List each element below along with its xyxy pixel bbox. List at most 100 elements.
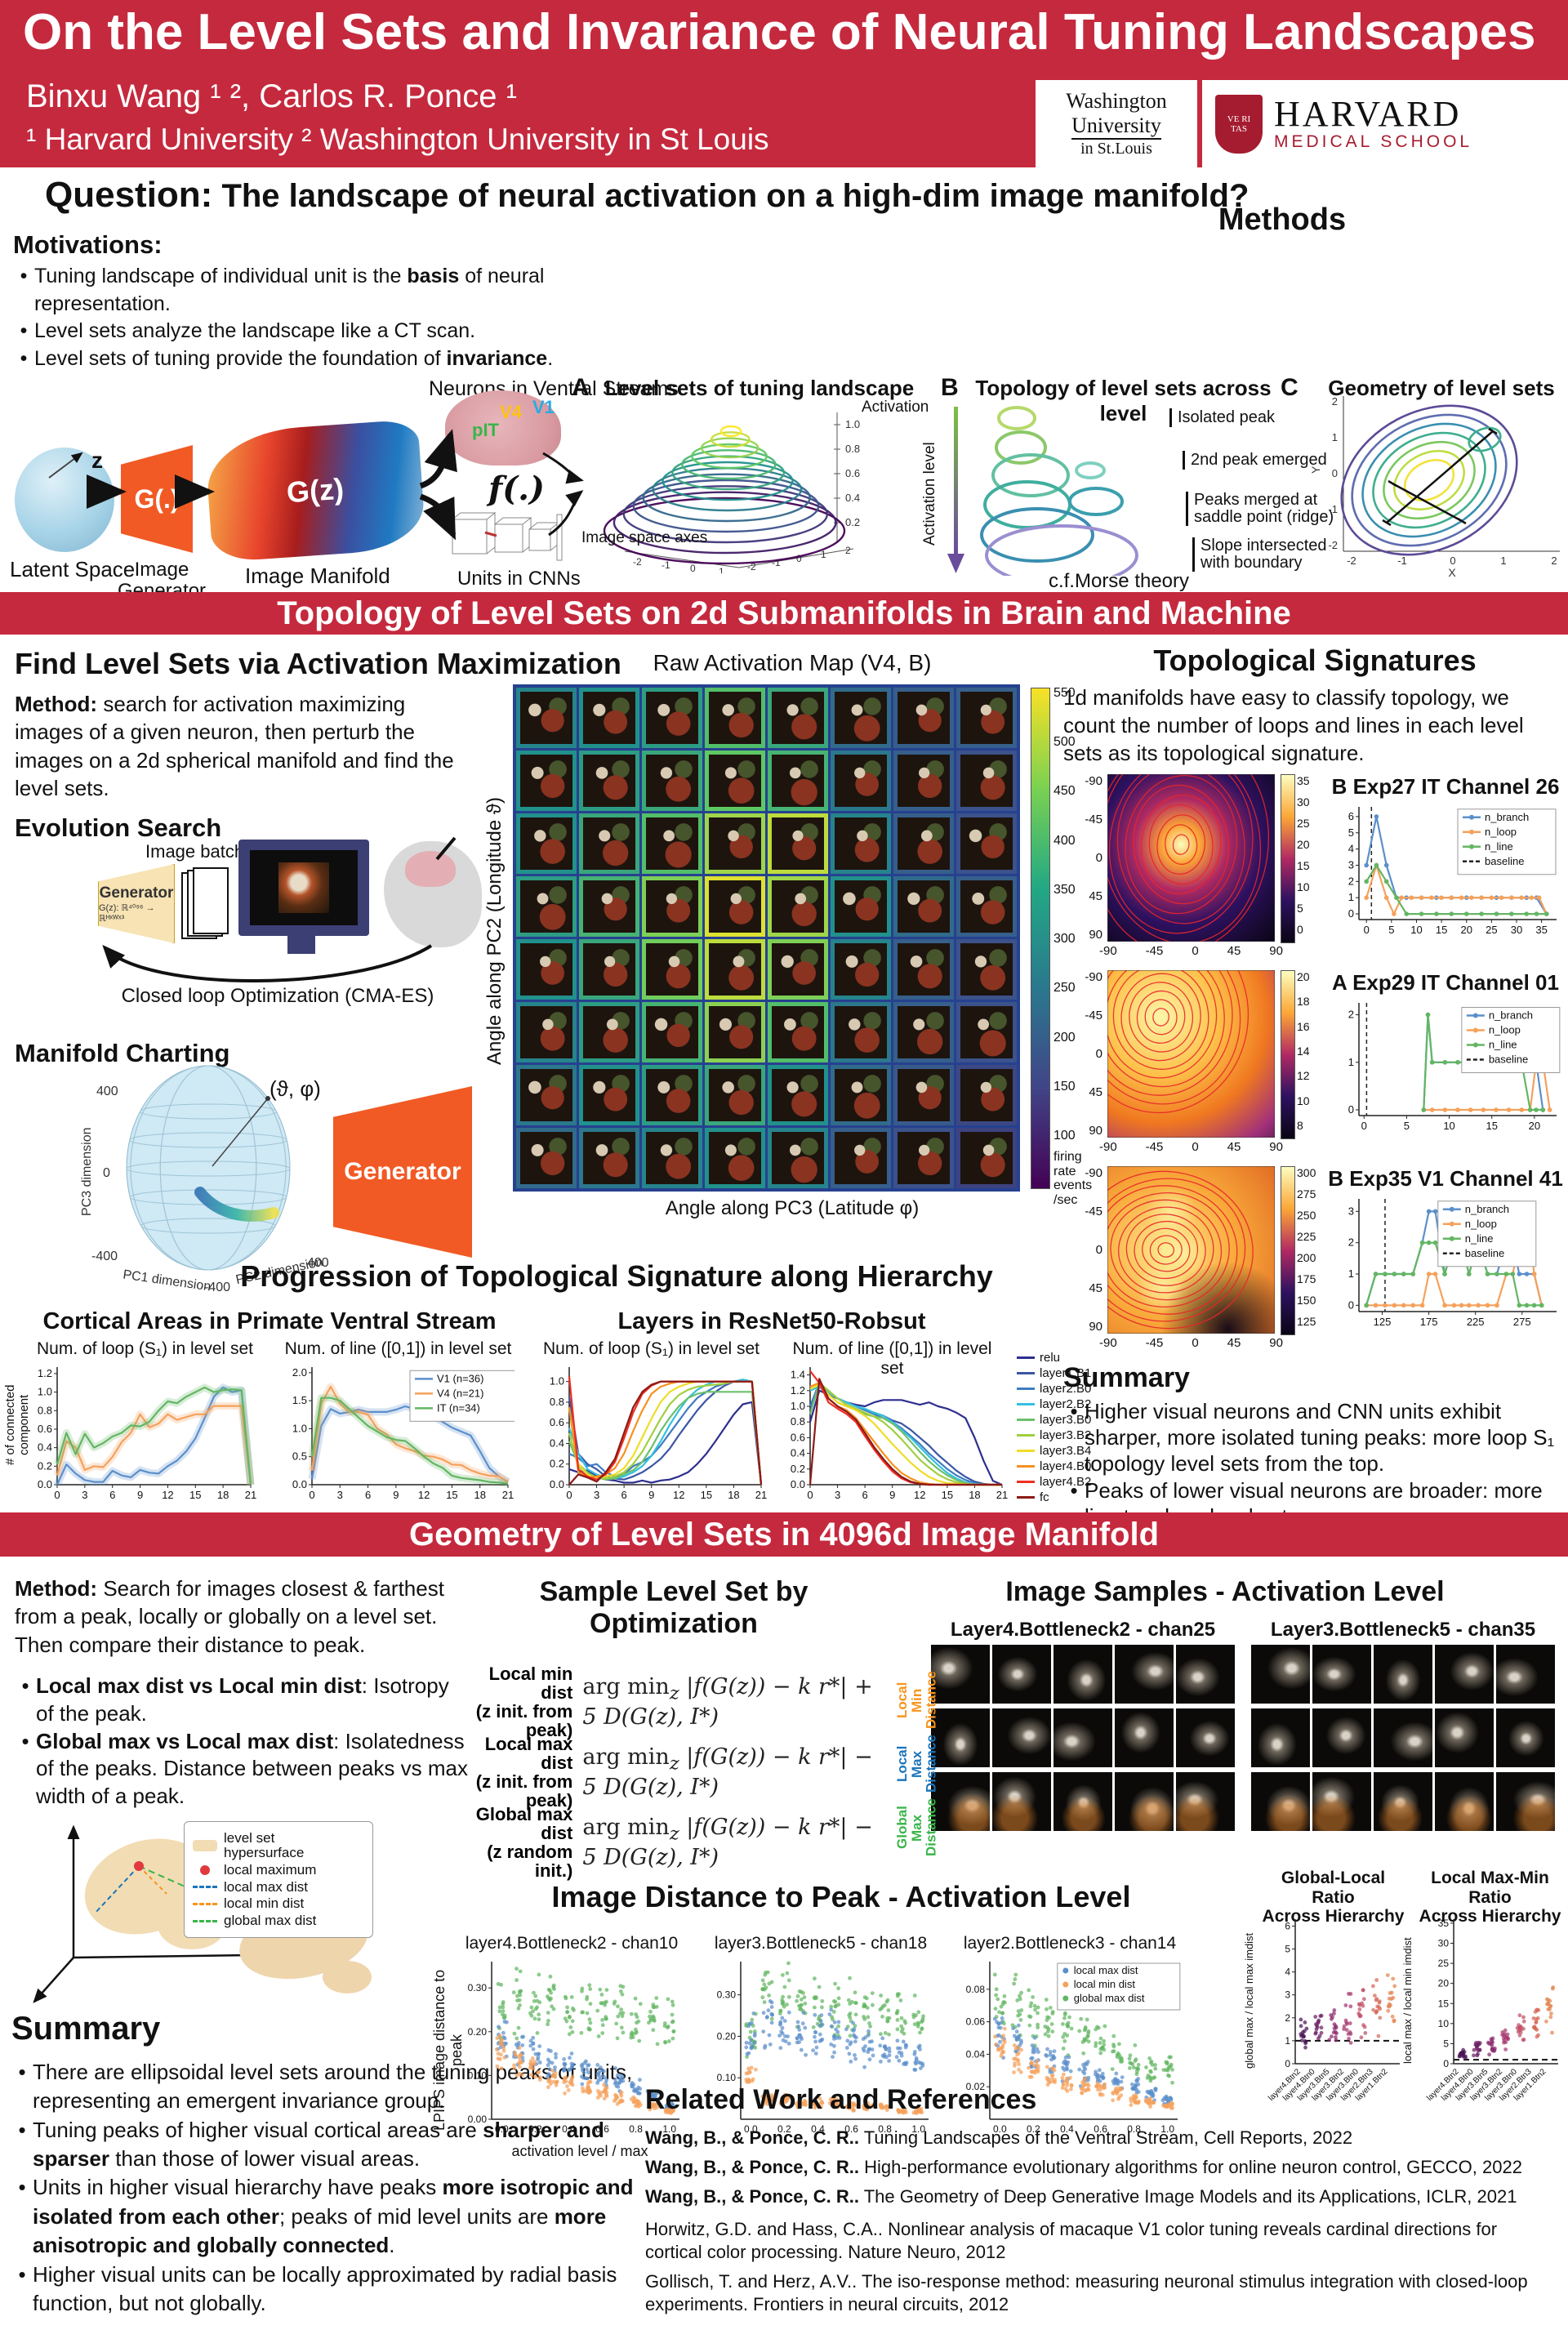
scatter-dot	[901, 2039, 906, 2044]
activation-map-cell	[579, 939, 639, 1000]
x-tick-label: 21	[502, 1489, 514, 1501]
series-marker	[1510, 1272, 1516, 1276]
scatter-dot	[783, 2096, 788, 2100]
scatter-dot	[994, 2042, 999, 2047]
scatter-dot	[1027, 2023, 1032, 2028]
scatter-dot	[1152, 2076, 1156, 2080]
scatter-dot	[851, 2109, 856, 2113]
tick-label: 100	[1054, 1128, 1076, 1143]
scatter-dot	[879, 1993, 883, 1998]
activation-map-cell	[516, 1065, 577, 1125]
scatter-dot	[765, 2102, 770, 2106]
scatter-dot	[849, 2102, 853, 2107]
strip-dot	[1361, 1988, 1365, 1993]
scatter-dot	[866, 2029, 871, 2034]
scatter-dot	[600, 2074, 605, 2078]
series-marker	[1401, 1272, 1406, 1276]
x-tick-label: 6	[109, 1489, 115, 1501]
explored-band	[194, 1187, 279, 1222]
activation-map-cell	[768, 813, 828, 874]
scatter-dot	[612, 1999, 617, 2004]
series-marker	[1392, 1303, 1397, 1308]
scatter-dot	[633, 2089, 637, 2093]
text-segment: Search for images closest & farthest fro…	[15, 1576, 444, 1657]
scatter-dot	[1153, 2066, 1158, 2071]
heatmap-canvas	[1093, 735, 1276, 954]
scatter-dot	[1165, 2068, 1170, 2073]
scatter-dot	[1082, 2078, 1086, 2083]
scatter-dot	[620, 1992, 625, 1997]
scatter0-title: layer4.Bottleneck2 - chan10	[465, 1934, 679, 1953]
text-line: saddle point (ridge)	[1194, 508, 1334, 526]
series-marker	[1489, 895, 1494, 900]
scatter-dot	[1100, 2092, 1105, 2097]
strip-dot	[1492, 2049, 1496, 2053]
level-ring	[642, 473, 811, 523]
scatter-dot	[745, 2055, 749, 2059]
strip-dot	[1303, 2020, 1307, 2025]
legend-frame	[1437, 1200, 1537, 1267]
tick-label: 400	[1054, 833, 1076, 848]
text-segment: Higher visual units can be locally appro…	[33, 2261, 617, 2315]
scatter-dot	[604, 2015, 608, 2020]
strip-dot	[1548, 2004, 1553, 2008]
tick-label: -45	[1145, 1140, 1164, 1154]
scatter-dot	[887, 2032, 891, 2037]
legend-text: n_branch	[1489, 1009, 1533, 1022]
scatter-dot	[663, 2108, 668, 2112]
tick-label: -90	[1099, 1336, 1117, 1350]
series-marker	[1506, 1107, 1512, 1112]
y-tick-label: 0.10	[717, 2072, 737, 2083]
strip-dot	[1334, 2035, 1338, 2039]
activation-map-cell	[768, 688, 828, 748]
series-marker	[1509, 911, 1514, 916]
scatter-dot	[1049, 2066, 1054, 2071]
series-marker	[1479, 895, 1484, 900]
y3d-tick: 0	[796, 553, 802, 564]
topology-levels-art	[947, 406, 1138, 586]
series-marker	[1373, 1272, 1379, 1276]
x3d-tick: -2	[633, 556, 642, 568]
scatter-dot	[1013, 1972, 1018, 1977]
scatter-dot	[1098, 2047, 1103, 2051]
level-set-loop	[1068, 487, 1124, 516]
charting-0: 0	[103, 1166, 110, 1180]
tick-label: -90	[1099, 944, 1117, 958]
tick-label: 45	[1089, 1281, 1102, 1295]
scatter-dot	[570, 2019, 575, 2024]
scatter-dot	[754, 2067, 758, 2072]
scatter-dot	[1170, 2080, 1174, 2085]
legend-swatch	[193, 1885, 217, 1888]
legend-swatch	[1017, 1434, 1035, 1437]
strip-dot	[1391, 1976, 1396, 1981]
series-marker	[1466, 1272, 1472, 1276]
scatter-dot	[1036, 2050, 1040, 2054]
methods-title: Methods	[1218, 203, 1347, 237]
references-title: Related Work and References	[645, 2084, 1037, 2115]
series-marker	[1442, 1272, 1447, 1276]
scatter-dot	[618, 1984, 623, 1989]
scatter-dot	[748, 2070, 752, 2075]
x-tick-label: 9	[393, 1489, 399, 1501]
strip-dot	[1345, 2021, 1349, 2026]
parallel	[140, 1103, 277, 1120]
y-tick-label: 15	[1438, 1998, 1450, 2009]
text-line: Isolated peak	[1178, 408, 1275, 426]
strip-dot	[1371, 1984, 1375, 1989]
scatter-dot	[765, 2015, 769, 2020]
scatter-dot	[912, 2067, 917, 2072]
strip-dot	[1327, 2038, 1332, 2042]
legend-text: n_line	[1485, 840, 1513, 853]
scatter-dot	[1029, 2074, 1034, 2079]
scatter-dot	[1030, 2069, 1035, 2074]
scatter-dot	[835, 2036, 840, 2040]
x-tick-label: 0	[807, 1489, 813, 1501]
scatter2-title: layer2.Bottleneck3 - chan14	[963, 1934, 1177, 1953]
scatter-dot	[1069, 2026, 1074, 2031]
legend-text: global max dist	[1074, 1992, 1145, 2004]
panelA-activation-label: Activation	[862, 399, 929, 416]
level-ring	[710, 431, 751, 448]
legend-entry: layer4.B2	[1017, 1475, 1091, 1489]
scatter-dot	[532, 1999, 537, 2003]
scatter-dot	[585, 1994, 590, 1999]
